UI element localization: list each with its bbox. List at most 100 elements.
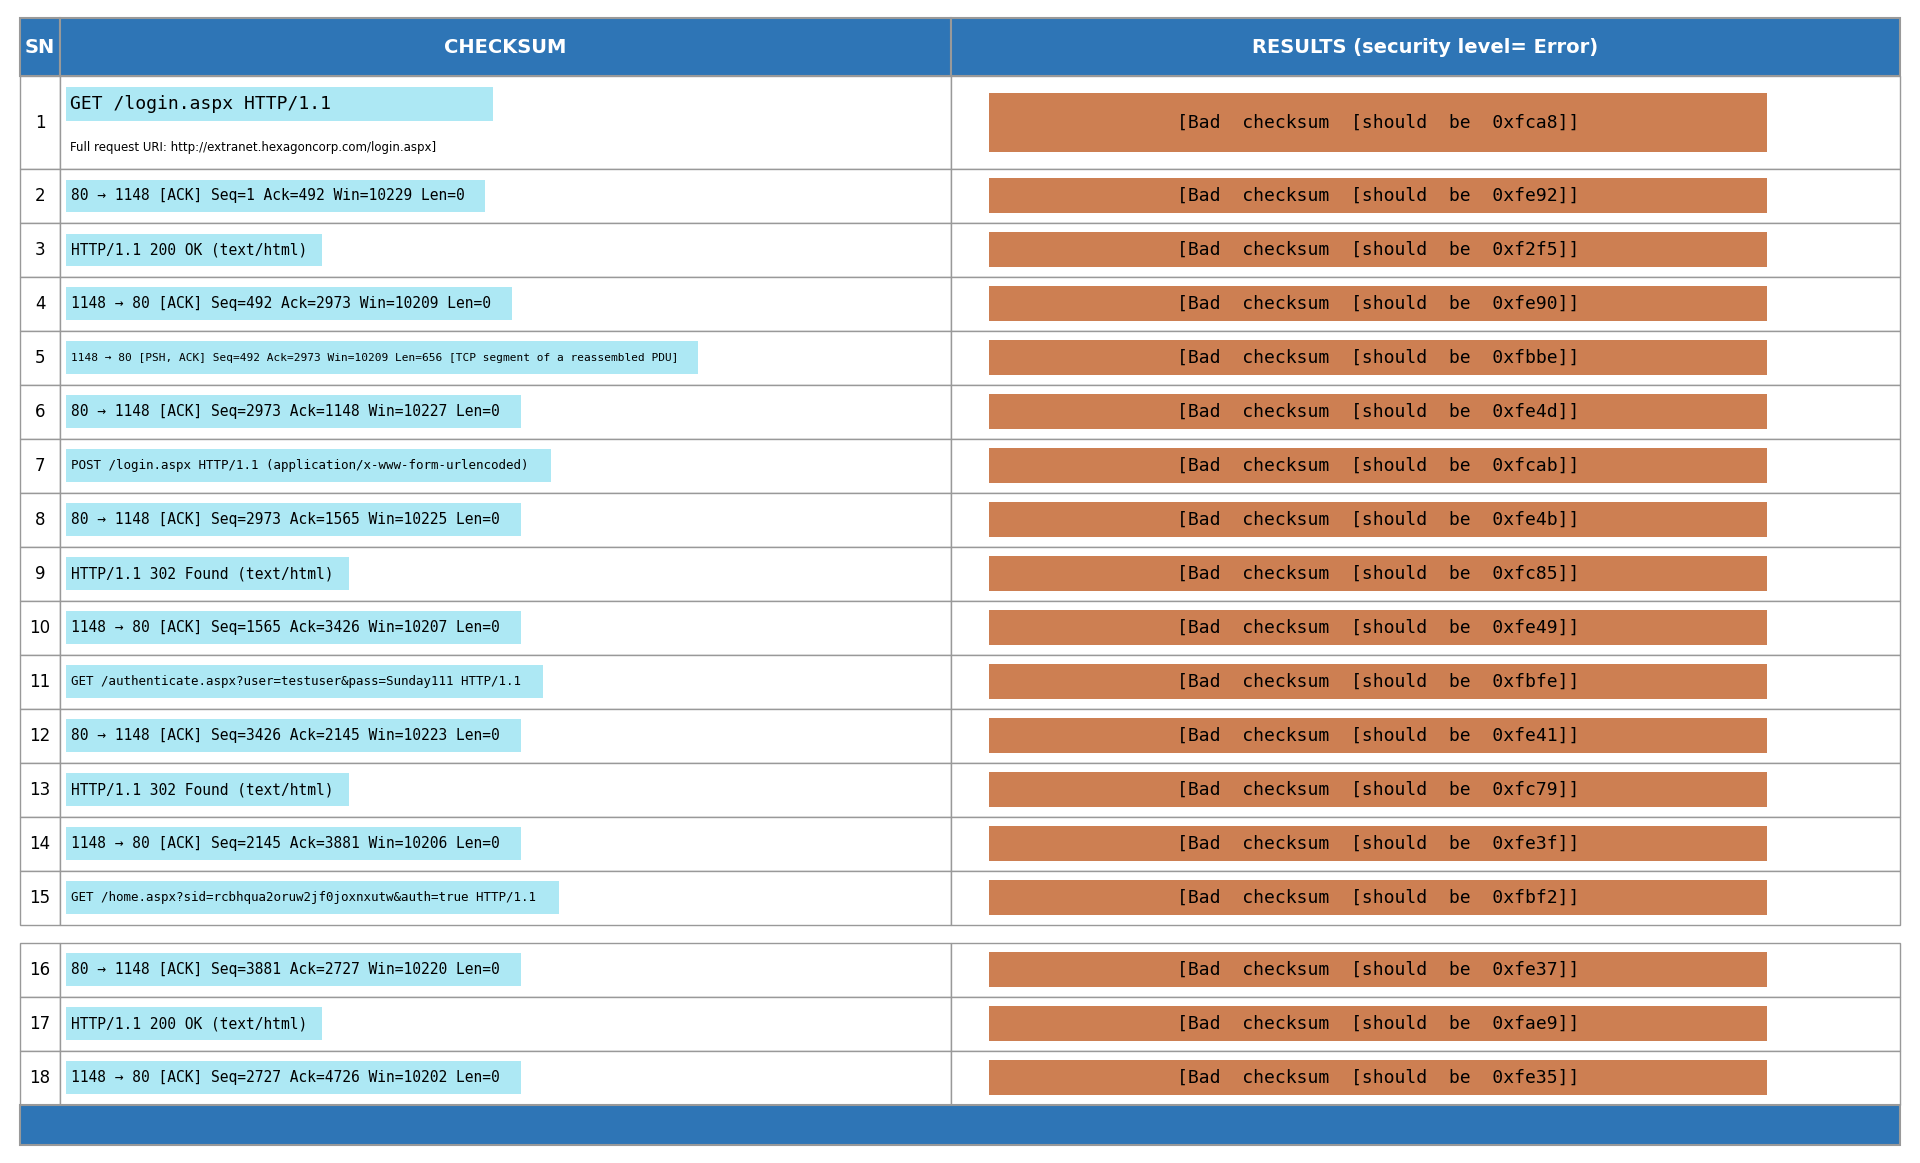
Bar — [65, 287, 513, 320]
Bar — [989, 449, 1766, 483]
Bar — [989, 286, 1766, 321]
Text: GET /login.aspx HTTP/1.1: GET /login.aspx HTTP/1.1 — [69, 94, 330, 113]
Bar — [19, 1105, 1901, 1146]
Bar — [65, 504, 520, 536]
Text: GET /home.aspx?sid=rcbhqua2oruw2jf0joxnxutw&auth=true HTTP/1.1: GET /home.aspx?sid=rcbhqua2oruw2jf0joxnx… — [71, 891, 536, 904]
Text: HTTP/1.1 200 OK (text/html): HTTP/1.1 200 OK (text/html) — [71, 242, 307, 257]
Text: RESULTS (security level= Error): RESULTS (security level= Error) — [1252, 37, 1597, 57]
Bar — [989, 1061, 1766, 1094]
Text: [Bad  checksum  [should  be  0xf2f5]]: [Bad checksum [should be 0xf2f5]] — [1177, 241, 1578, 258]
Bar — [19, 438, 60, 493]
Bar — [950, 330, 1901, 385]
Bar — [989, 502, 1766, 537]
Bar — [60, 816, 950, 871]
Bar — [60, 600, 950, 655]
Bar — [950, 871, 1901, 925]
Bar — [65, 87, 493, 121]
Bar — [60, 763, 950, 816]
Bar — [65, 1007, 323, 1040]
Text: [Bad  checksum  [should  be  0xfe92]]: [Bad checksum [should be 0xfe92]] — [1177, 187, 1578, 205]
Text: CHECKSUM: CHECKSUM — [444, 37, 566, 57]
Text: [Bad  checksum  [should  be  0xfc79]]: [Bad checksum [should be 0xfc79]] — [1177, 780, 1578, 799]
Text: 5: 5 — [35, 349, 46, 366]
Bar — [65, 449, 551, 481]
Text: [Bad  checksum  [should  be  0xfe4b]]: [Bad checksum [should be 0xfe4b]] — [1177, 511, 1578, 529]
Bar — [19, 277, 60, 330]
Text: 17: 17 — [29, 1014, 50, 1033]
Text: [Bad  checksum  [should  be  0xfbf2]]: [Bad checksum [should be 0xfbf2]] — [1177, 889, 1578, 906]
Bar — [19, 871, 60, 925]
Bar — [19, 997, 60, 1050]
Text: [Bad  checksum  [should  be  0xfe90]]: [Bad checksum [should be 0xfe90]] — [1177, 294, 1578, 313]
Bar — [65, 827, 520, 859]
Bar — [65, 612, 520, 644]
Text: [Bad  checksum  [should  be  0xfbbe]]: [Bad checksum [should be 0xfbbe]] — [1177, 349, 1578, 366]
Bar — [950, 277, 1901, 330]
Text: 1148 → 80 [PSH, ACK] Seq=492 Ack=2973 Win=10209 Len=656 [TCP segment of a reasse: 1148 → 80 [PSH, ACK] Seq=492 Ack=2973 Wi… — [71, 352, 678, 363]
Bar — [65, 557, 349, 590]
Text: POST /login.aspx HTTP/1.1 (application/x-www-form-urlencoded): POST /login.aspx HTTP/1.1 (application/x… — [71, 459, 528, 472]
Bar — [989, 556, 1766, 591]
Bar — [65, 179, 486, 212]
Bar — [950, 438, 1901, 493]
Text: 8: 8 — [35, 511, 46, 529]
Bar — [19, 655, 60, 708]
Text: [Bad  checksum  [should  be  0xfca8]]: [Bad checksum [should be 0xfca8]] — [1177, 114, 1578, 131]
Bar — [60, 222, 950, 277]
Bar — [65, 395, 520, 428]
Bar — [989, 341, 1766, 374]
Bar — [989, 1006, 1766, 1041]
Bar — [989, 952, 1766, 987]
Bar — [60, 708, 950, 763]
Bar — [19, 77, 60, 169]
Text: 80 → 1148 [ACK] Seq=3426 Ack=2145 Win=10223 Len=0: 80 → 1148 [ACK] Seq=3426 Ack=2145 Win=10… — [71, 728, 499, 743]
Bar — [60, 438, 950, 493]
Text: 1148 → 80 [ACK] Seq=2727 Ack=4726 Win=10202 Len=0: 1148 → 80 [ACK] Seq=2727 Ack=4726 Win=10… — [71, 1070, 499, 1085]
Bar — [60, 17, 950, 77]
Bar — [65, 665, 543, 698]
Bar — [19, 816, 60, 871]
Text: [Bad  checksum  [should  be  0xfe35]]: [Bad checksum [should be 0xfe35]] — [1177, 1069, 1578, 1086]
Bar — [65, 954, 520, 986]
Text: 10: 10 — [29, 619, 50, 636]
Bar — [950, 1050, 1901, 1105]
Text: 18: 18 — [29, 1069, 50, 1086]
Bar — [989, 93, 1766, 152]
Bar — [19, 1050, 60, 1105]
Text: 6: 6 — [35, 402, 46, 421]
Bar — [19, 708, 60, 763]
Text: 2: 2 — [35, 187, 46, 205]
Bar — [950, 547, 1901, 600]
Bar — [60, 547, 950, 600]
Bar — [65, 720, 520, 751]
Bar — [19, 385, 60, 438]
Bar — [950, 385, 1901, 438]
Text: HTTP/1.1 200 OK (text/html): HTTP/1.1 200 OK (text/html) — [71, 1016, 307, 1032]
Bar — [989, 233, 1766, 267]
Bar — [60, 871, 950, 925]
Text: HTTP/1.1 302 Found (text/html): HTTP/1.1 302 Found (text/html) — [71, 566, 334, 582]
Bar — [19, 493, 60, 547]
Bar — [989, 664, 1766, 699]
Bar — [989, 394, 1766, 429]
Text: [Bad  checksum  [should  be  0xfbfe]]: [Bad checksum [should be 0xfbfe]] — [1177, 672, 1578, 691]
Text: Full request URI: http://extranet.hexagoncorp.com/login.aspx]: Full request URI: http://extranet.hexago… — [69, 141, 436, 154]
Bar — [19, 17, 60, 77]
Text: 13: 13 — [29, 780, 50, 799]
Text: 80 → 1148 [ACK] Seq=2973 Ack=1565 Win=10225 Len=0: 80 → 1148 [ACK] Seq=2973 Ack=1565 Win=10… — [71, 512, 499, 527]
Text: 1148 → 80 [ACK] Seq=2145 Ack=3881 Win=10206 Len=0: 1148 → 80 [ACK] Seq=2145 Ack=3881 Win=10… — [71, 836, 499, 851]
Text: SN: SN — [25, 37, 56, 57]
Text: 12: 12 — [29, 727, 50, 744]
Text: [Bad  checksum  [should  be  0xfe37]]: [Bad checksum [should be 0xfe37]] — [1177, 961, 1578, 978]
Bar — [950, 77, 1901, 169]
Bar — [950, 816, 1901, 871]
Text: 80 → 1148 [ACK] Seq=1 Ack=492 Win=10229 Len=0: 80 → 1148 [ACK] Seq=1 Ack=492 Win=10229 … — [71, 188, 465, 204]
Text: HTTP/1.1 302 Found (text/html): HTTP/1.1 302 Found (text/html) — [71, 782, 334, 797]
Bar — [60, 942, 950, 997]
Text: [Bad  checksum  [should  be  0xfc85]]: [Bad checksum [should be 0xfc85]] — [1177, 564, 1578, 583]
Bar — [950, 763, 1901, 816]
Bar — [60, 77, 950, 169]
Bar — [60, 997, 950, 1050]
Bar — [950, 942, 1901, 997]
Text: [Bad  checksum  [should  be  0xfcab]]: [Bad checksum [should be 0xfcab]] — [1177, 457, 1578, 475]
